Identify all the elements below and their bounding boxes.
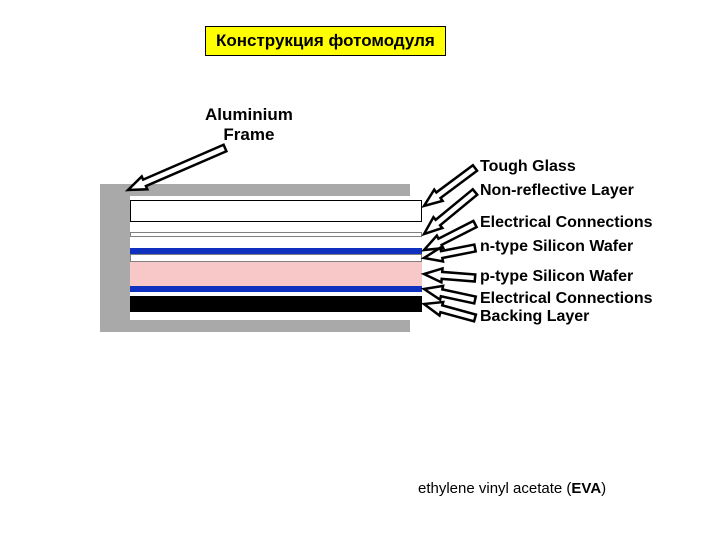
n-type-label: n-type Silicon Wafer (480, 238, 633, 256)
non-reflective-label: Non-reflective Layer (480, 182, 634, 200)
footnote-plain: ethylene vinyl acetate ( (418, 480, 571, 497)
aluminium-frame-line1: Aluminium (205, 105, 293, 125)
footnote-close: ) (601, 480, 606, 497)
footnote-bold: EVA (571, 480, 601, 497)
electrical-bot-label: Electrical Connections (480, 290, 653, 308)
aluminium-frame-label: Aluminium Frame (205, 105, 293, 145)
p-type-label: p-type Silicon Wafer (480, 268, 633, 286)
backing-label: Backing Layer (480, 308, 589, 326)
electrical-top-label: Electrical Connections (480, 214, 653, 232)
aluminium-frame-line2: Frame (205, 125, 293, 145)
footnote: ethylene vinyl acetate (EVA) (418, 480, 606, 497)
tough-glass-label: Tough Glass (480, 158, 576, 176)
